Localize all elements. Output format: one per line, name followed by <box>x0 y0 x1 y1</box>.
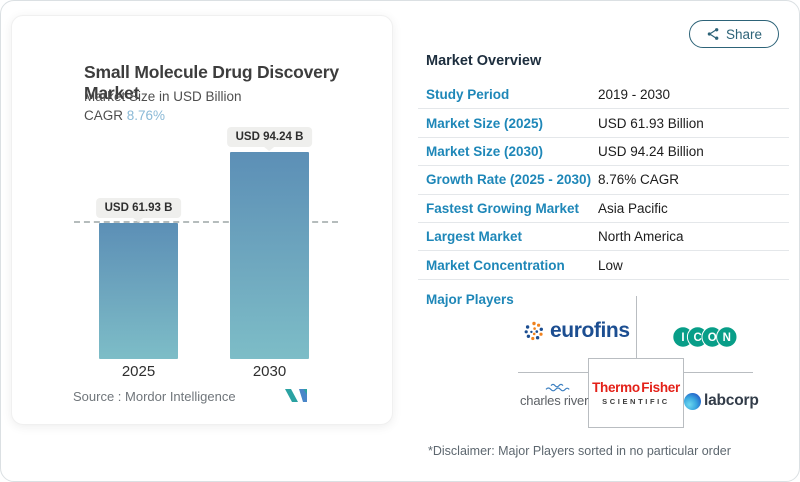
share-button[interactable]: Share <box>689 20 779 48</box>
icon-plc-logo: I C O N <box>672 326 738 348</box>
row-value: North America <box>598 229 684 245</box>
table-row: Study Period 2019 - 2030 <box>418 81 789 110</box>
chart-title: Small Molecule Drug Discovery Market <box>84 62 339 103</box>
labcorp-wordmark: labcorp <box>704 392 759 409</box>
share-nodes-icon <box>707 28 719 40</box>
table-row: Market Concentration Low <box>418 251 789 280</box>
row-label: Study Period <box>426 87 510 103</box>
x-axis-label-2025: 2025 <box>121 363 156 380</box>
overview-title: Market Overview <box>426 53 542 69</box>
icon-letter: O <box>708 332 717 344</box>
table-row: Fastest Growing Market Asia Pacific <box>418 195 789 223</box>
icon-letter: I <box>681 332 684 344</box>
charles-river-waves-icon <box>545 383 570 392</box>
bar-2030 <box>230 151 309 359</box>
source-attribution: Source : Mordor Intelligence <box>73 389 236 404</box>
chart-card: Small Molecule Drug Discovery Market Mar… <box>11 15 393 425</box>
thermo-fisher-logo: Thermo Fisher SCIENTIFIC <box>588 358 684 428</box>
mordor-intelligence-logo <box>285 389 307 402</box>
disclaimer-text: *Disclaimer: Major Players sorted in no … <box>428 444 731 458</box>
thermo-fisher-wordmark: Thermo Fisher <box>592 380 680 395</box>
chart-subtitle: Market Size in USD Billion <box>84 89 242 104</box>
row-value: USD 61.93 Billion <box>598 115 704 131</box>
table-row: Largest Market North America <box>418 223 789 252</box>
charles-river-wordmark: charles river <box>520 393 589 408</box>
labcorp-logo: labcorp <box>684 392 759 410</box>
icon-letter: C <box>693 332 701 344</box>
labcorp-globe-icon <box>684 392 701 410</box>
row-label: Market Size (2030) <box>426 143 544 159</box>
table-row: Growth Rate (2025 - 2030) 8.76% CAGR <box>418 166 789 195</box>
cagr-label: CAGR <box>84 108 127 123</box>
x-axis-label-2030: 2030 <box>252 363 287 380</box>
row-value: Low <box>598 257 623 273</box>
connector-vertical-line <box>636 296 637 358</box>
value-label-2030: USD 94.24 B <box>226 126 313 147</box>
cagr-value: 8.76% <box>126 108 166 123</box>
row-value: USD 94.24 Billion <box>598 143 704 159</box>
value-label-2025: USD 61.93 B <box>95 197 182 218</box>
share-button-label: Share <box>725 26 763 42</box>
table-row: Market Size (2025) USD 61.93 Billion <box>418 109 789 138</box>
row-value: 2019 - 2030 <box>598 87 671 103</box>
row-value: Asia Pacific <box>598 200 668 216</box>
eurofins-wordmark: eurofins <box>550 319 630 342</box>
table-row: Market Size (2030) USD 94.24 Billion <box>418 138 789 167</box>
icon-letter: N <box>723 332 731 344</box>
major-players-label: Major Players <box>426 292 514 307</box>
row-label: Market Concentration <box>426 257 565 273</box>
bar-2025 <box>99 222 178 359</box>
row-label: Market Size (2025) <box>426 115 544 131</box>
row-value: 8.76% CAGR <box>598 172 680 188</box>
row-label: Growth Rate (2025 - 2030) <box>426 172 592 188</box>
chart-cagr-line: CAGR 8.76% <box>84 108 165 123</box>
charles-river-logo: charles river <box>520 383 590 408</box>
reference-dashed-line <box>74 220 338 223</box>
thermo-scientific-text: SCIENTIFIC <box>602 397 670 406</box>
row-label: Largest Market <box>426 229 523 245</box>
eurofins-dots-icon <box>524 321 543 341</box>
row-label: Fastest Growing Market <box>426 200 580 216</box>
overview-table: Study Period 2019 - 2030 Market Size (202… <box>418 81 789 280</box>
eurofins-logo: eurofins <box>523 319 630 343</box>
